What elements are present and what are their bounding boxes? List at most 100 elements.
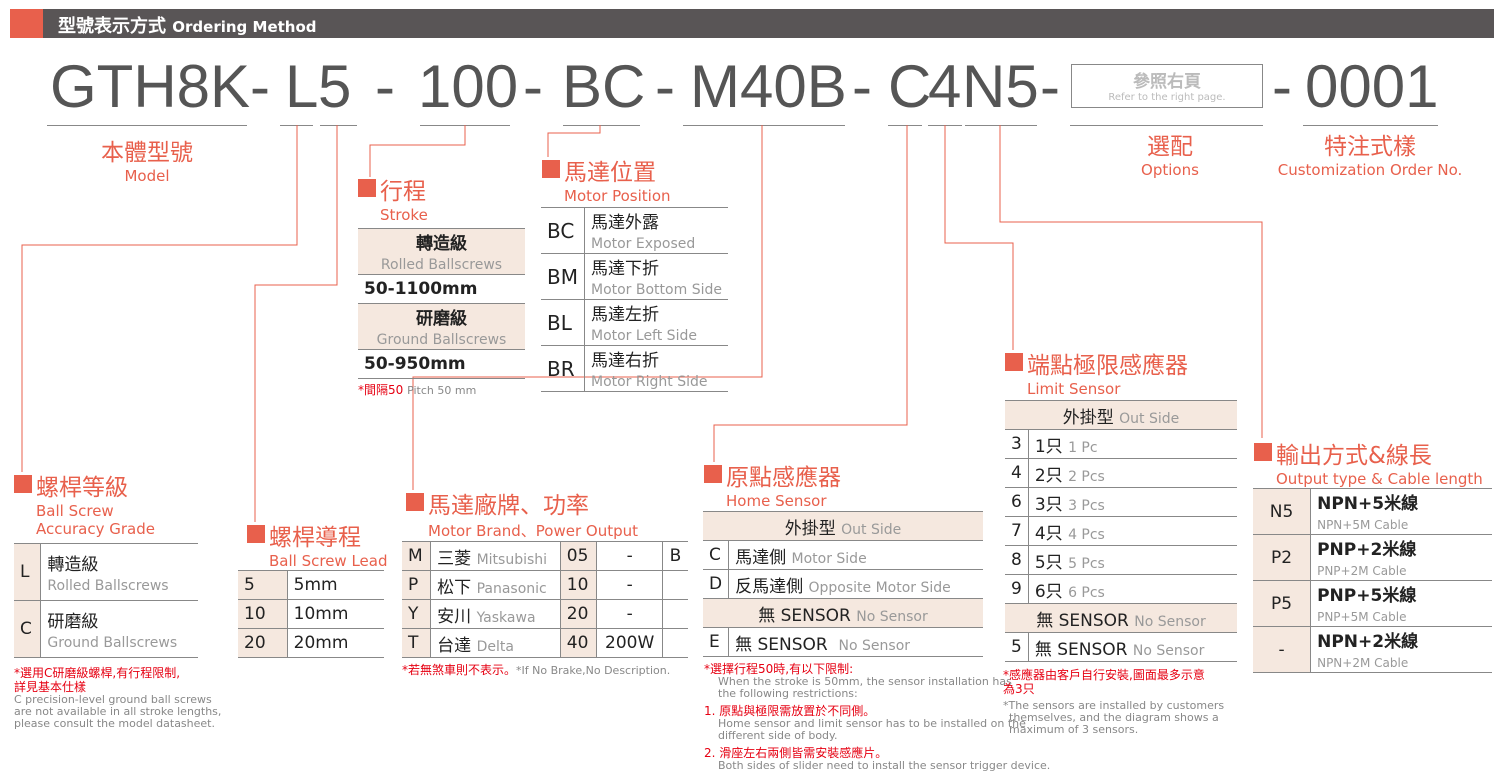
text: different side of body. bbox=[718, 729, 838, 742]
table-row: 4 2只 2 Pcs bbox=[1005, 458, 1237, 488]
text: No Sensor bbox=[1132, 642, 1205, 659]
table-cell: 馬達外露 Motor Exposed bbox=[584, 207, 728, 254]
options-label: 選配 Options bbox=[1070, 127, 1270, 179]
limit-notes: *感應器由客戶自行安裝,圖面最多示意 為3只 *The sensors are in… bbox=[1003, 668, 1224, 736]
code-custom: 0001 bbox=[1305, 53, 1439, 120]
table-cell bbox=[662, 599, 688, 629]
dash: - bbox=[655, 53, 675, 120]
table-row: M 三菱 Mitsubishi 05- B bbox=[402, 541, 688, 571]
table-row: D 反馬達側 Opposite Motor Side bbox=[703, 569, 983, 599]
text: 6只 bbox=[1034, 581, 1063, 602]
text bbox=[944, 125, 1014, 350]
code-grade: L bbox=[285, 53, 319, 120]
text: 安川 bbox=[437, 606, 472, 627]
table-cell: - bbox=[596, 599, 663, 629]
table-row: Y 安川 Yaskawa 20- bbox=[402, 599, 688, 629]
position-table: BC 馬達外露 Motor Exposed BM 馬達下折 Motor Bottom S… bbox=[541, 207, 728, 392]
table-cell: 6 bbox=[1005, 487, 1029, 517]
table-cell: B bbox=[662, 541, 688, 571]
text: Panasonic bbox=[476, 580, 547, 597]
text bbox=[965, 125, 1037, 126]
text: 特注式樣 bbox=[1324, 134, 1416, 160]
refer-en: Refer to the right page. bbox=[1108, 92, 1226, 103]
stroke-note: *間隔50 Pitch 50 mm bbox=[358, 383, 476, 397]
text bbox=[47, 125, 247, 126]
code-home: C bbox=[888, 53, 932, 120]
text: 5只 bbox=[1034, 552, 1063, 573]
table-row: T 台達 Delta 40 200W bbox=[402, 628, 688, 658]
text: No Sensor bbox=[838, 637, 911, 654]
table-cell: BL bbox=[541, 299, 585, 346]
table-cell: 無 SENSOR No Sensor bbox=[1028, 632, 1237, 662]
text: 50-1100mm bbox=[364, 279, 478, 299]
table-cell: 3 bbox=[1005, 429, 1029, 459]
text: No Sensor bbox=[856, 608, 928, 625]
table-cell: 20 bbox=[238, 628, 288, 658]
code-limit: 4 bbox=[928, 53, 962, 120]
text: 2只 bbox=[1034, 465, 1063, 486]
table-cell: 200W bbox=[596, 628, 663, 658]
text: 原點感應器 bbox=[704, 458, 841, 492]
table-row: BL 馬達左折 Motor Left Side bbox=[541, 299, 728, 346]
table-row: 50-1100mm bbox=[358, 274, 525, 304]
table-cell: P5 bbox=[1253, 580, 1312, 627]
table-row: 6 3只 3 Pcs bbox=[1005, 487, 1237, 517]
text: Options bbox=[1141, 161, 1199, 179]
lead-title: 螺桿導程 Ball Screw Lead bbox=[247, 518, 388, 570]
text: Mitsubishi bbox=[476, 551, 548, 568]
table-row: - NPN+2米線 NPN+2M Cable bbox=[1253, 626, 1492, 673]
grade-note: *選用C研磨級螺桿,有行程限制, 詳見基本仕樣 C precision-level … bbox=[14, 666, 221, 730]
table-cell: 20mm bbox=[287, 628, 384, 658]
table-row: BM 馬達下折 Motor Bottom Side bbox=[541, 253, 728, 300]
output-table: N5 NPN+5米線 NPN+5M Cable P2 PNP+2米線 PNP+2M Ca… bbox=[1253, 488, 1492, 673]
table-cell: 10mm bbox=[287, 599, 384, 629]
text: Accuracy Grade bbox=[36, 520, 155, 538]
text: 4 Pcs bbox=[1068, 526, 1105, 543]
text: 無 SENSOR bbox=[1034, 639, 1128, 660]
text: 研磨級 bbox=[47, 611, 99, 632]
table-row: 無 SENSOR No Sensor bbox=[1005, 603, 1237, 633]
table-cell: BR bbox=[541, 345, 585, 392]
text: 松下 bbox=[437, 577, 472, 598]
table-cell: M bbox=[402, 541, 432, 571]
table-cell: - bbox=[596, 570, 663, 600]
text bbox=[547, 125, 601, 157]
table-cell: 05 bbox=[560, 541, 598, 571]
table-cell bbox=[662, 628, 688, 658]
text: Ball Screw bbox=[36, 502, 114, 520]
table-row: N5 NPN+5米線 NPN+5M Cable bbox=[1253, 488, 1492, 535]
table-row: C 馬達側 Motor Side bbox=[703, 540, 983, 570]
text: 研磨級 bbox=[416, 309, 467, 329]
table-row: 研磨級 Ground Ballscrews bbox=[358, 303, 525, 350]
text: *選用C研磨級螺桿,有行程限制, bbox=[14, 666, 181, 680]
table-cell: 50-1100mm bbox=[358, 274, 525, 304]
text: 3只 bbox=[1034, 494, 1063, 515]
table-row: 7 4只 4 Pcs bbox=[1005, 516, 1237, 546]
dash: - bbox=[1272, 53, 1292, 120]
text: NPN+5M Cable bbox=[1317, 518, 1409, 532]
text: 馬達側 bbox=[735, 547, 787, 568]
text: 螺桿等級 bbox=[14, 468, 155, 502]
text: 馬達位置 bbox=[542, 153, 671, 187]
table-cell: PNP+2米線 PNP+2M Cable bbox=[1310, 534, 1492, 581]
text: 轉造級 Rolled Ballscrews 50-1100mm 研磨級 Ground… bbox=[358, 228, 525, 379]
table-cell: C bbox=[703, 540, 730, 570]
text: please consult the model datasheet. bbox=[14, 717, 215, 730]
output-title: 輸出方式&線長 Output type & Cable length bbox=[1254, 436, 1483, 488]
page-title: 型號表示方式 Ordering Method bbox=[58, 12, 317, 38]
text: 本體型號 bbox=[101, 140, 193, 166]
table-cell: - bbox=[596, 541, 663, 571]
custom-label: 特注式樣 Customization Order No. bbox=[1270, 127, 1470, 179]
text: PNP+5米線 bbox=[1317, 586, 1417, 606]
table-row: P5 PNP+5米線 PNP+5M Cable bbox=[1253, 580, 1492, 627]
table-cell: 台達 Delta bbox=[430, 628, 561, 658]
text: 馬達外露 bbox=[590, 213, 659, 233]
text: 5 5mm 10 10mm 20 20mm bbox=[238, 570, 384, 658]
text: 6 Pcs bbox=[1068, 584, 1105, 601]
text: Opposite Motor Side bbox=[808, 579, 951, 596]
table-cell: E bbox=[703, 627, 730, 657]
table-cell: 馬達側 Motor Side bbox=[728, 540, 983, 570]
text: Motor Position bbox=[564, 187, 671, 205]
text: *間隔50 bbox=[358, 383, 404, 397]
text: Ground Ballscrews bbox=[376, 332, 507, 348]
